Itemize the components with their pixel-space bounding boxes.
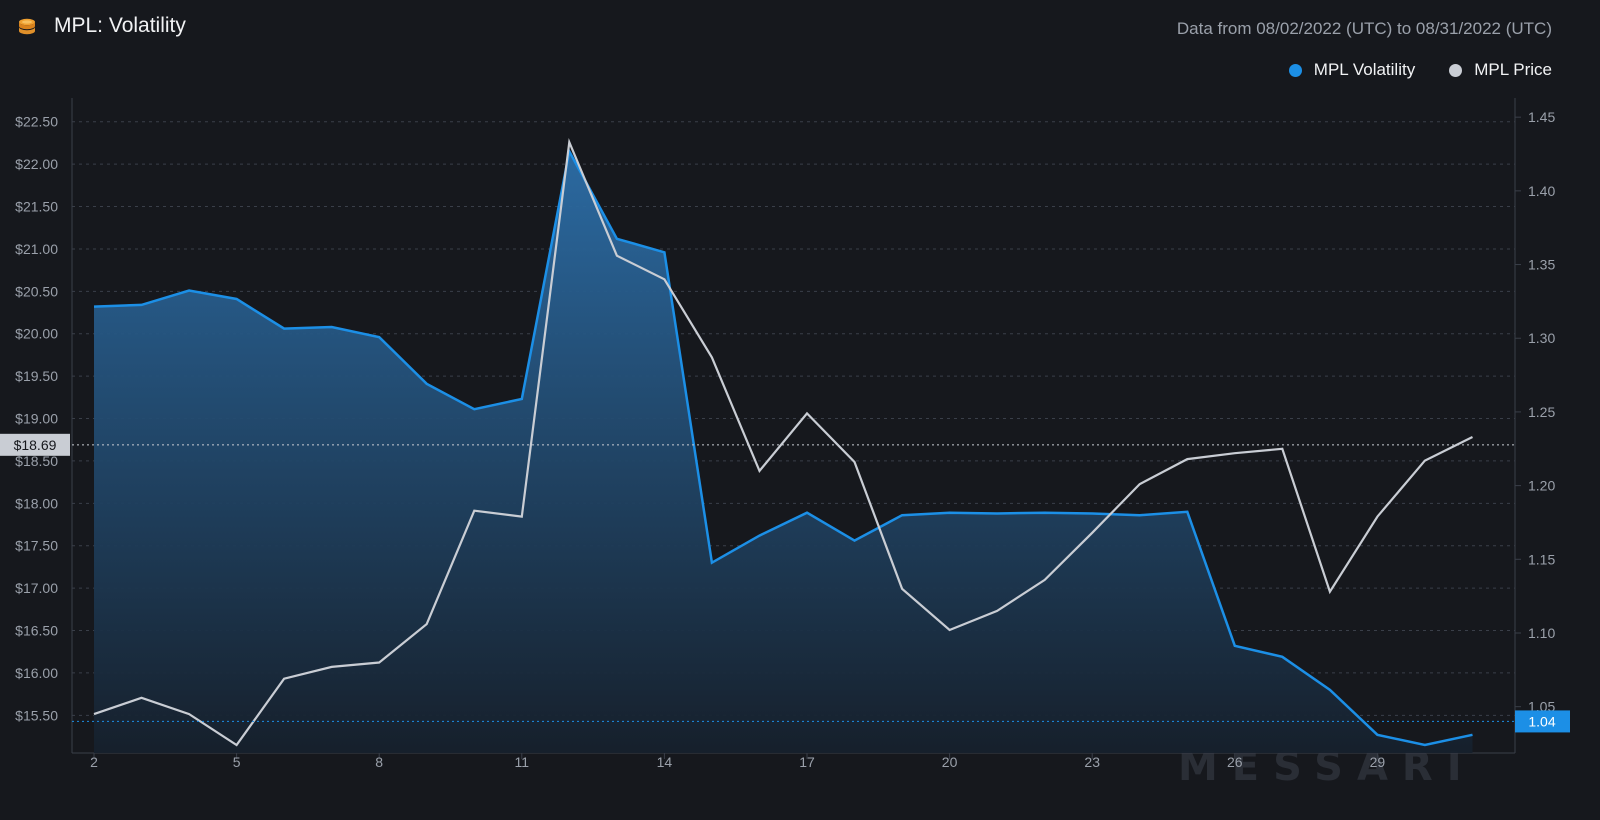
crosshair-right-badge (1515, 710, 1570, 733)
volatility-area-fill (94, 151, 1473, 753)
y-left-tick-label: $19.50 (15, 368, 58, 384)
y-left-tick-label: $18.00 (15, 495, 58, 511)
date-range-text: Data from 08/02/2022 (UTC) to 08/31/2022… (1176, 19, 1552, 38)
x-tick-label: 5 (233, 754, 241, 770)
y-left-tick-label: $16.50 (15, 623, 58, 639)
crosshair-right-label: 1.04 (1528, 713, 1555, 729)
y-left-tick-label: $17.50 (15, 538, 58, 554)
y-right-tick-label: 1.30 (1528, 330, 1555, 346)
y-right-tick-label: 1.20 (1528, 478, 1555, 494)
x-tick-label: 20 (942, 754, 958, 770)
y-left-tick-label: $16.00 (15, 665, 58, 681)
legend-dot-volatility (1288, 63, 1302, 77)
y-left-tick-label: $20.50 (15, 283, 58, 299)
y-left-tick-label: $21.00 (15, 241, 58, 257)
legend-item-price[interactable]: MPL Price (1449, 60, 1552, 80)
legend-label-price: MPL Price (1474, 60, 1552, 79)
x-tick-label: 29 (1370, 754, 1386, 770)
crosshair-left-badge (0, 433, 70, 456)
chart-legend: MPL Volatility MPL Price (1288, 60, 1552, 80)
y-left-tick-label: $18.50 (15, 453, 58, 469)
y-left-tick-label: $21.50 (15, 199, 58, 215)
y-right-tick-label: 1.45 (1528, 109, 1555, 125)
x-tick-label: 23 (1084, 754, 1100, 770)
y-left-tick-label: $17.00 (15, 580, 58, 596)
y-right-tick-label: 1.10 (1528, 625, 1555, 641)
y-left-tick-label: $19.00 (15, 411, 58, 427)
x-tick-label: 8 (375, 754, 383, 770)
crosshair-left-label: $18.69 (14, 437, 57, 453)
coins-icon (19, 18, 35, 35)
x-tick-label: 2 (90, 754, 98, 770)
y-right-tick-label: 1.25 (1528, 404, 1555, 420)
y-left-tick-label: $15.50 (15, 707, 58, 723)
volatility-line[interactable] (93, 147, 1473, 747)
chart-header: MPL: Volatility Data from 08/02/2022 (UT… (0, 0, 1600, 60)
price-line[interactable] (93, 137, 1473, 747)
x-tick-label: 14 (657, 754, 673, 770)
legend-dot-price (1449, 63, 1463, 77)
x-tick-label: 17 (799, 754, 815, 770)
y-left-tick-label: $22.50 (15, 114, 58, 130)
x-tick-label: 11 (515, 754, 530, 770)
y-right-tick-label: 1.40 (1528, 183, 1555, 199)
y-right-tick-label: 1.15 (1528, 551, 1555, 567)
y-left-tick-label: $22.00 (15, 156, 58, 172)
legend-label-volatility: MPL Volatility (1313, 60, 1416, 79)
y-left-tick-label: $20.00 (15, 326, 58, 342)
chart-title: MPL: Volatility (54, 14, 186, 37)
y-right-tick-label: 1.35 (1528, 257, 1555, 273)
x-tick-label: 26 (1227, 754, 1243, 770)
legend-item-volatility[interactable]: MPL Volatility (1288, 60, 1416, 80)
